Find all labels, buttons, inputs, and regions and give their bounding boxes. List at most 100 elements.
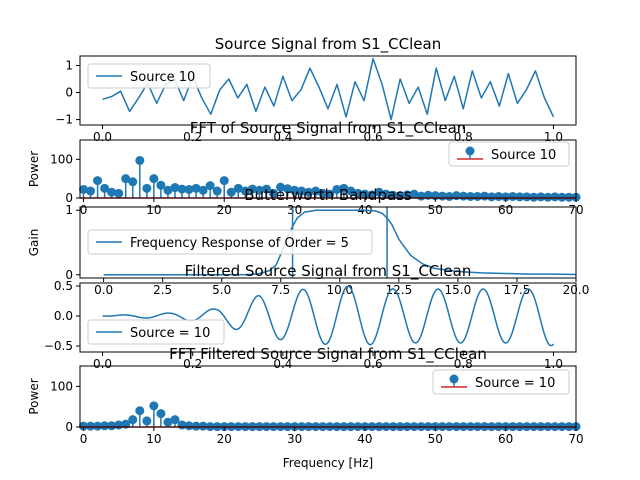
stem-marker <box>100 183 110 193</box>
stem-marker <box>170 415 180 425</box>
stem-marker <box>149 401 159 411</box>
x-tick-label: 0 <box>80 203 88 217</box>
stem-marker <box>128 415 138 425</box>
stem-marker <box>86 186 96 196</box>
stem-marker <box>283 184 293 194</box>
stem-marker <box>487 192 497 202</box>
stem-marker <box>318 188 328 198</box>
stem-marker <box>381 189 391 199</box>
y-axis-label: Gain <box>27 229 41 257</box>
legend-label: Source = 10 <box>475 376 555 391</box>
subplot-4: 0.0 0.2 0.4 0.6 0.8 1.0 −0.5 0.0 0.5 Filtered Sou… <box>44 262 577 371</box>
axes-frame <box>79 365 577 428</box>
stem-marker <box>233 183 243 193</box>
stem-marker <box>142 416 152 426</box>
stem-marker <box>360 189 370 199</box>
stem-marker <box>501 192 511 202</box>
stem-marker <box>557 192 567 202</box>
x-tick-label: 15.0 <box>445 283 472 297</box>
stem-marker <box>332 184 342 194</box>
legend-box <box>432 369 570 395</box>
stem-marker <box>261 184 271 194</box>
subplot-5: 0 10 20 30 40 50 60 70 0 100 FFT Filtered Source S… <box>27 345 584 470</box>
y-axis-label: Power <box>27 151 41 187</box>
stem-marker <box>191 183 201 193</box>
stem-marker <box>198 185 208 195</box>
legend-label: Source 10 <box>491 148 556 163</box>
stem-marker <box>254 185 264 195</box>
x-tick-label: 60 <box>498 203 513 217</box>
x-tick-label: 0.4 <box>273 357 292 371</box>
x-tick-label: 0.0 <box>93 130 112 144</box>
x-tick-label: 20 <box>217 432 232 446</box>
chart-title: Filtered Source Signal from S1_CClean <box>185 262 472 281</box>
stem-marker <box>290 185 300 195</box>
y-tick-label: 0 <box>65 268 73 282</box>
stem-marker <box>142 183 152 193</box>
stem-marker <box>163 185 173 195</box>
x-tick-label: 10 <box>146 203 161 217</box>
stem-marker <box>212 186 222 196</box>
stem-marker <box>163 417 173 427</box>
stem-marker <box>297 186 307 196</box>
stem-marker <box>205 181 215 191</box>
stem-marker <box>93 176 103 186</box>
series-line <box>103 209 577 276</box>
stem-marker <box>304 187 314 197</box>
y-tick-label: 1 <box>65 203 73 217</box>
stem-marker <box>191 421 201 431</box>
stem-marker <box>247 184 257 194</box>
stem-marker <box>114 188 124 198</box>
x-tick-label: 0.6 <box>364 357 383 371</box>
x-tick-label: 0.0 <box>93 357 112 371</box>
stem-marker <box>515 192 525 202</box>
axes-frame <box>79 139 577 199</box>
stem-marker <box>367 190 377 200</box>
chart-title: FFT Filtered Source Signal from S1_CClea… <box>169 345 487 364</box>
stem-marker <box>128 177 138 187</box>
x-tick-label: 60 <box>498 432 513 446</box>
legend-box <box>87 319 225 345</box>
x-tick-label: 7.5 <box>271 283 290 297</box>
x-axis-label: Frequency [Hz] <box>283 456 374 470</box>
stem-marker <box>522 192 532 202</box>
stem-marker <box>156 180 166 190</box>
chart-title: Butterworth Bandpass <box>244 186 412 204</box>
legend-label: Frequency Response of Order = 5 <box>130 236 349 251</box>
legend: Frequency Response of Order = 5 <box>87 229 373 255</box>
legend-marker-swatch <box>465 146 475 156</box>
stem-marker <box>543 192 553 202</box>
y-axis-label: Power <box>27 378 41 414</box>
stem-marker <box>135 406 145 416</box>
legend-box <box>448 141 570 167</box>
series-line <box>102 285 555 347</box>
y-tick-label: −0.5 <box>44 339 73 353</box>
x-tick-label: 0.0 <box>94 283 113 297</box>
stem-marker <box>156 409 166 419</box>
legend-label: Source = 10 <box>130 326 210 341</box>
legend-box <box>87 229 373 255</box>
stem-marker <box>184 421 194 431</box>
stem-marker <box>374 187 384 197</box>
x-tick-label: 2.5 <box>153 283 172 297</box>
legend: Source = 10 <box>432 369 570 395</box>
x-tick-label: 10.0 <box>326 283 353 297</box>
stem-marker <box>550 192 560 202</box>
subplot-3: 0.0 2.5 5.0 7.5 10.0 12.5 15.0 17.5 20.001Butter… <box>27 186 589 297</box>
stem-marker <box>226 187 236 197</box>
stem-marker <box>86 421 96 431</box>
legend: Source = 10 <box>87 319 225 345</box>
x-tick-label: 50 <box>428 432 443 446</box>
stem-marker <box>219 176 229 186</box>
y-tick-label: 0 <box>65 191 73 205</box>
x-tick-label: 5.0 <box>212 283 231 297</box>
chart-title: FFT of Source Signal from S1_CClean <box>190 119 467 138</box>
y-tick-label: 0 <box>65 420 73 434</box>
x-tick-label: 50 <box>428 203 443 217</box>
y-tick-label: 1 <box>65 58 73 72</box>
stem-marker <box>402 190 412 200</box>
stem-marker <box>149 174 159 184</box>
stem-marker <box>353 188 363 198</box>
stem-marker <box>536 192 546 202</box>
x-tick-label: 1.0 <box>544 357 563 371</box>
